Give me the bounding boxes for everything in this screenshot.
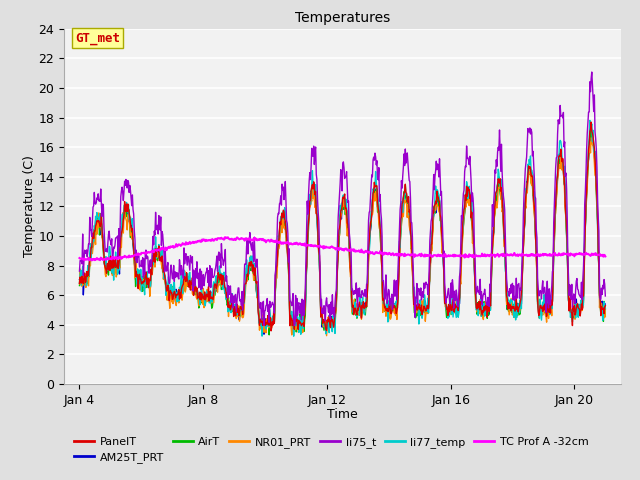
Text: GT_met: GT_met [75, 32, 120, 45]
Legend: PanelT, AM25T_PRT, AirT, NR01_PRT, li75_t, li77_temp, TC Prof A -32cm: PanelT, AM25T_PRT, AirT, NR01_PRT, li75_… [70, 432, 593, 468]
Title: Temperatures: Temperatures [295, 11, 390, 25]
Y-axis label: Temperature (C): Temperature (C) [22, 156, 36, 257]
X-axis label: Time: Time [327, 408, 358, 421]
